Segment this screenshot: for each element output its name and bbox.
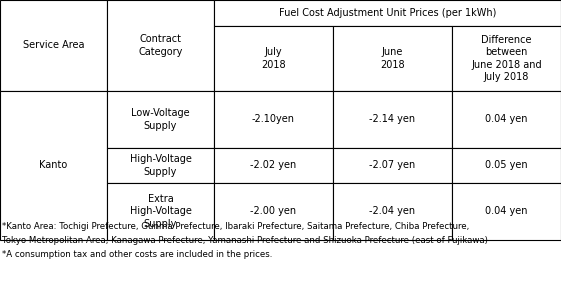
- Bar: [107, 148, 214, 183]
- Bar: [452, 91, 561, 148]
- Bar: [0, 91, 107, 240]
- Text: -2.04 yen: -2.04 yen: [370, 206, 416, 216]
- Bar: [107, 183, 214, 240]
- Text: 0.05 yen: 0.05 yen: [485, 160, 528, 170]
- Text: July
2018: July 2018: [261, 47, 286, 70]
- Text: Difference
between
June 2018 and
July 2018: Difference between June 2018 and July 20…: [471, 35, 542, 82]
- Text: Fuel Cost Adjustment Unit Prices (per 1kWh): Fuel Cost Adjustment Unit Prices (per 1k…: [279, 8, 496, 18]
- Text: Low-Voltage
Supply: Low-Voltage Supply: [131, 108, 190, 131]
- Text: June
2018: June 2018: [380, 47, 405, 70]
- Text: Extra
High-Voltage
Supply: Extra High-Voltage Supply: [130, 194, 191, 229]
- Text: Contract
Category: Contract Category: [139, 34, 183, 57]
- Bar: [0, 0, 107, 91]
- Bar: [107, 91, 214, 148]
- Bar: [333, 91, 452, 148]
- Text: *A consumption tax and other costs are included in the prices.: *A consumption tax and other costs are i…: [2, 250, 273, 259]
- Text: Service Area: Service Area: [23, 41, 84, 51]
- Bar: [214, 26, 333, 91]
- Text: Kanto: Kanto: [39, 160, 68, 170]
- Text: *Kanto Area: Tochigi Prefecture, Gunma Prefecture, Ibaraki Prefecture, Saitama P: *Kanto Area: Tochigi Prefecture, Gunma P…: [2, 222, 469, 231]
- Bar: [452, 148, 561, 183]
- Text: 0.04 yen: 0.04 yen: [485, 114, 528, 124]
- Text: Tokyo Metropolitan Area, Kanagawa Prefecture, Yamanashi Prefecture and Shizuoka : Tokyo Metropolitan Area, Kanagawa Prefec…: [2, 236, 488, 245]
- Text: -2.02 yen: -2.02 yen: [250, 160, 297, 170]
- Bar: [452, 183, 561, 240]
- Bar: [107, 0, 214, 91]
- Bar: [214, 148, 333, 183]
- Bar: [333, 148, 452, 183]
- Bar: [333, 26, 452, 91]
- Text: -2.14 yen: -2.14 yen: [370, 114, 416, 124]
- Text: -2.00 yen: -2.00 yen: [250, 206, 297, 216]
- Text: High-Voltage
Supply: High-Voltage Supply: [130, 154, 191, 177]
- Text: -2.10yen: -2.10yen: [252, 114, 295, 124]
- Bar: [333, 183, 452, 240]
- Bar: [214, 0, 561, 26]
- Text: -2.07 yen: -2.07 yen: [369, 160, 416, 170]
- Text: 0.04 yen: 0.04 yen: [485, 206, 528, 216]
- Bar: [452, 26, 561, 91]
- Bar: [214, 183, 333, 240]
- Bar: [214, 91, 333, 148]
